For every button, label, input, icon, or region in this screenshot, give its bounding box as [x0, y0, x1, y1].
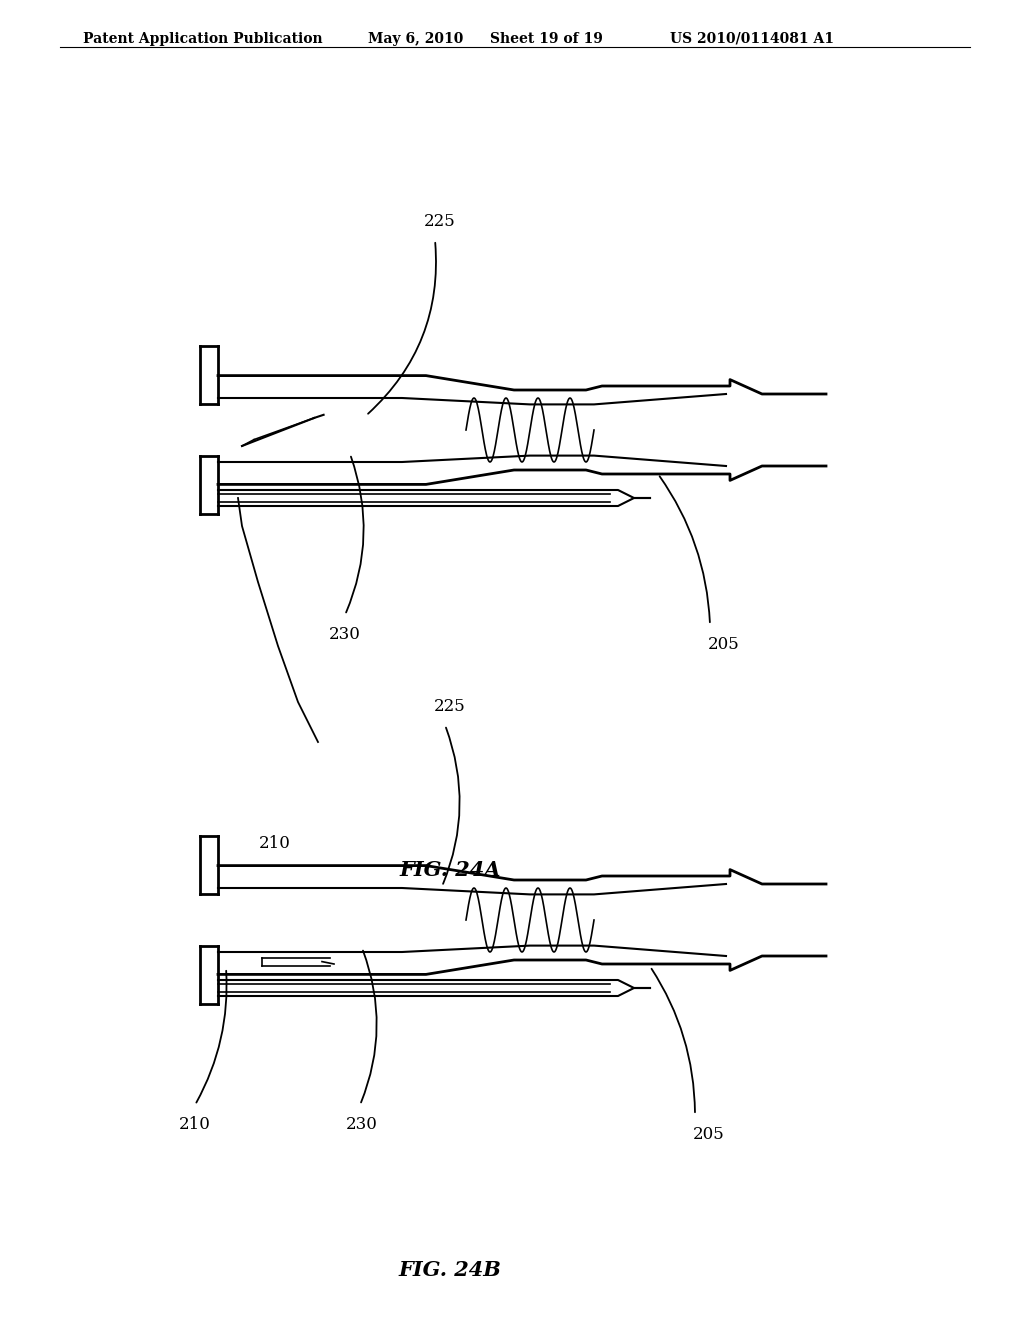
Text: US 2010/0114081 A1: US 2010/0114081 A1 — [670, 32, 834, 46]
Text: Patent Application Publication: Patent Application Publication — [83, 32, 323, 46]
Text: 230: 230 — [346, 1115, 378, 1133]
Text: 225: 225 — [424, 213, 456, 230]
Text: 205: 205 — [708, 636, 739, 653]
Text: 225: 225 — [434, 698, 466, 715]
Text: 210: 210 — [179, 1115, 211, 1133]
Text: 230: 230 — [329, 626, 360, 643]
Text: FIG. 24B: FIG. 24B — [398, 1261, 502, 1280]
Text: 210: 210 — [259, 836, 291, 851]
Text: 205: 205 — [693, 1126, 725, 1143]
Text: May 6, 2010: May 6, 2010 — [368, 32, 464, 46]
Text: FIG. 24A: FIG. 24A — [399, 861, 501, 880]
Text: Sheet 19 of 19: Sheet 19 of 19 — [490, 32, 603, 46]
